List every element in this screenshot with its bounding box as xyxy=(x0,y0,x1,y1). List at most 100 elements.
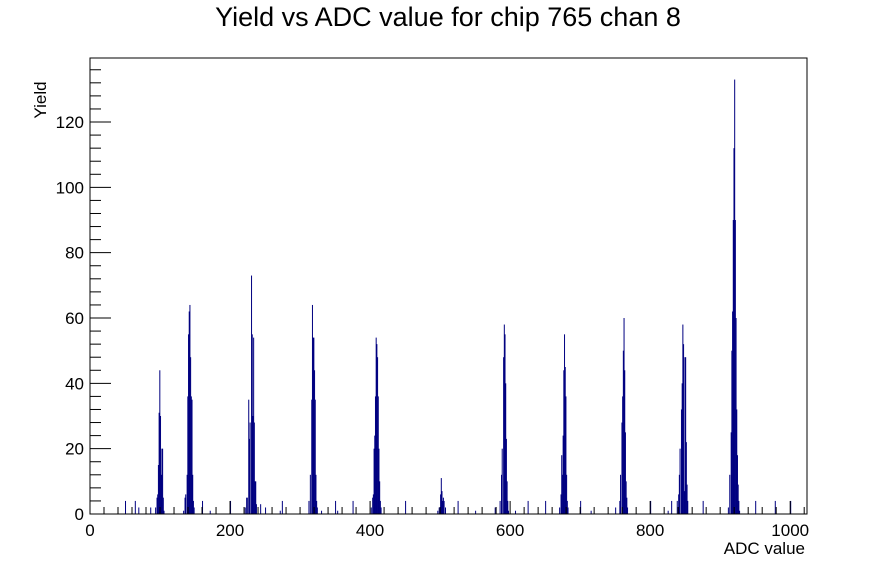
histogram-bar xyxy=(627,507,629,514)
histogram-bar xyxy=(185,494,187,514)
histogram-bar xyxy=(374,435,376,514)
histogram-bar xyxy=(564,334,566,514)
histogram-bar xyxy=(733,148,735,514)
histogram-bar xyxy=(209,510,211,514)
histogram-bar xyxy=(702,500,704,514)
histogram-bar xyxy=(138,507,140,514)
histogram-bar xyxy=(246,497,248,514)
histogram-bar xyxy=(774,500,776,514)
histogram-bar xyxy=(440,478,442,514)
histogram-bar xyxy=(527,500,529,514)
histogram-bar xyxy=(377,396,379,514)
histogram-bar xyxy=(249,422,251,514)
x-tick-label: 600 xyxy=(496,521,524,540)
histogram-bar xyxy=(684,357,686,514)
histogram-bar xyxy=(281,500,283,514)
histogram-bar xyxy=(739,510,741,514)
histogram-bar xyxy=(620,474,622,514)
histogram-bar xyxy=(373,448,375,514)
histogram-bar xyxy=(316,507,318,514)
histogram-bar xyxy=(380,507,382,514)
histogram-bar xyxy=(188,334,190,514)
histogram-bar xyxy=(251,334,253,514)
histogram-bar xyxy=(162,497,164,514)
x-axis-tick-labels: 0 200 400 600 800 1000 xyxy=(85,521,809,540)
histogram-bar xyxy=(248,399,250,514)
histogram-bar xyxy=(732,220,734,514)
histogram-bar xyxy=(337,510,339,514)
histogram-bar xyxy=(738,500,740,514)
x-tick-label: 400 xyxy=(356,521,384,540)
histogram-bar xyxy=(503,324,505,514)
histogram-bar xyxy=(686,484,688,514)
histogram-bar xyxy=(501,448,503,514)
histogram-bar xyxy=(619,500,621,514)
histogram-bar xyxy=(255,481,257,514)
histogram-bar xyxy=(321,510,323,514)
histogram-bar xyxy=(567,507,569,514)
y-tick-label: 120 xyxy=(56,113,84,132)
histogram-bar xyxy=(505,383,507,514)
histogram-bar xyxy=(162,448,164,514)
histogram-bar xyxy=(683,344,685,514)
histogram-bar xyxy=(279,510,281,514)
histogram-bar xyxy=(445,507,446,514)
histogram-bar xyxy=(190,357,192,514)
y-axis-ticks xyxy=(90,69,111,515)
histogram-bar xyxy=(184,497,186,514)
histogram-bar xyxy=(457,500,459,514)
histogram-bar xyxy=(515,510,517,514)
histogram-bar xyxy=(253,422,255,514)
y-tick-label: 40 xyxy=(65,374,84,393)
chart-title: Yield vs ADC value for chip 765 chan 8 xyxy=(215,2,681,32)
histogram-bar xyxy=(736,409,738,514)
histogram-bar xyxy=(737,484,739,514)
y-tick-label: 20 xyxy=(65,440,84,459)
histogram-bar xyxy=(442,497,444,514)
x-tick-label: 200 xyxy=(216,521,244,540)
y-axis-title: Yield xyxy=(31,81,50,118)
histogram-bar xyxy=(157,465,159,514)
histogram-bar xyxy=(680,409,682,514)
histogram-bar xyxy=(134,500,136,514)
histogram-bar xyxy=(372,494,374,514)
histogram-bar xyxy=(246,497,248,514)
histogram-bar xyxy=(377,357,379,514)
histogram-bar xyxy=(438,507,440,514)
y-tick-label: 0 xyxy=(75,505,84,524)
histogram-bar xyxy=(156,497,158,514)
histogram-bar xyxy=(183,510,185,514)
histogram-bar xyxy=(376,344,378,514)
histogram-bar xyxy=(253,337,255,514)
histogram-bar xyxy=(475,510,477,514)
histogram-bar xyxy=(314,370,316,514)
plot-frame xyxy=(89,57,808,515)
histogram-bar xyxy=(405,500,407,514)
histogram-bar xyxy=(566,474,568,514)
histogram-bar xyxy=(311,399,313,514)
histogram-bar xyxy=(622,350,624,514)
histogram-bar xyxy=(312,337,314,514)
histogram-bar xyxy=(265,507,267,514)
histogram-bar xyxy=(163,510,165,514)
y-axis-tick-labels: 0 20 40 60 80 100 120 xyxy=(56,113,84,524)
x-axis-ticks xyxy=(89,501,805,514)
histogram-bar xyxy=(735,318,737,514)
histogram-bar xyxy=(442,500,444,514)
histogram-bar xyxy=(244,507,246,514)
histogram-bar xyxy=(374,396,376,514)
histogram-bar xyxy=(315,474,317,514)
histogram-bar xyxy=(561,474,563,514)
histogram-bar xyxy=(734,79,736,514)
histogram-bar xyxy=(731,350,733,514)
histogram-bar xyxy=(251,275,253,514)
histogram-bar xyxy=(506,481,508,514)
histogram-bar xyxy=(626,497,628,514)
histogram-bar xyxy=(309,474,311,514)
histogram-bar xyxy=(736,455,738,514)
histogram-bar xyxy=(650,500,652,514)
histogram-bar xyxy=(560,494,562,514)
histogram-bar xyxy=(562,435,564,514)
histogram-bar xyxy=(159,370,161,514)
